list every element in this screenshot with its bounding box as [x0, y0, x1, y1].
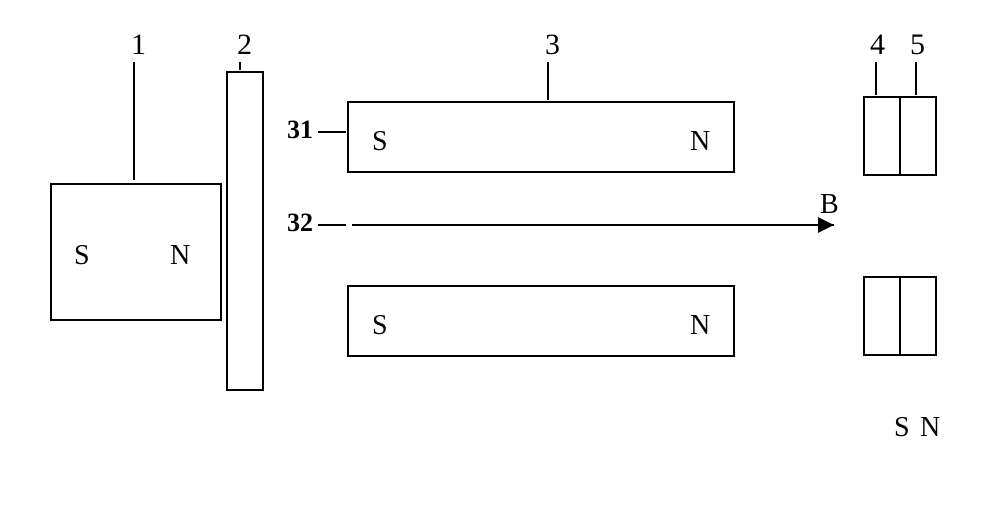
block-3-bot-pole-n: N [690, 310, 710, 341]
callout-2: 2 [237, 28, 252, 70]
svg-text:3: 3 [545, 28, 560, 61]
svg-text:32: 32 [287, 208, 313, 237]
block-1-pole-n: N [170, 240, 190, 271]
block-3-top [348, 102, 734, 172]
bottom-pole-n: N [920, 412, 940, 443]
block-4-top [864, 97, 900, 175]
field-arrow: B [352, 189, 839, 233]
block-5-bottom [900, 277, 936, 355]
svg-text:5: 5 [910, 28, 925, 61]
block-3-top-pole-n: N [690, 126, 710, 157]
block-5-top [900, 97, 936, 175]
svg-text:4: 4 [870, 28, 885, 61]
arrow-label-b: B [820, 189, 839, 220]
block-3-top-pole-s: S [372, 126, 388, 157]
block-3-bot-pole-s: S [372, 310, 388, 341]
lead-31: 31 [287, 115, 346, 144]
block-1-pole-s: S [74, 240, 90, 271]
block-4-bottom [864, 277, 900, 355]
callout-1: 1 [131, 28, 146, 180]
diagram-root: S N S N S N B 1 2 [51, 28, 940, 443]
svg-text:1: 1 [131, 28, 146, 61]
callout-4: 4 [870, 28, 885, 95]
callout-3: 3 [545, 28, 560, 100]
block-2 [227, 72, 263, 390]
callout-5: 5 [910, 28, 925, 95]
bottom-pole-s: S [894, 412, 910, 443]
block-3-bottom [348, 286, 734, 356]
lead-32: 32 [287, 208, 346, 237]
svg-text:2: 2 [237, 28, 252, 61]
svg-text:31: 31 [287, 115, 313, 144]
